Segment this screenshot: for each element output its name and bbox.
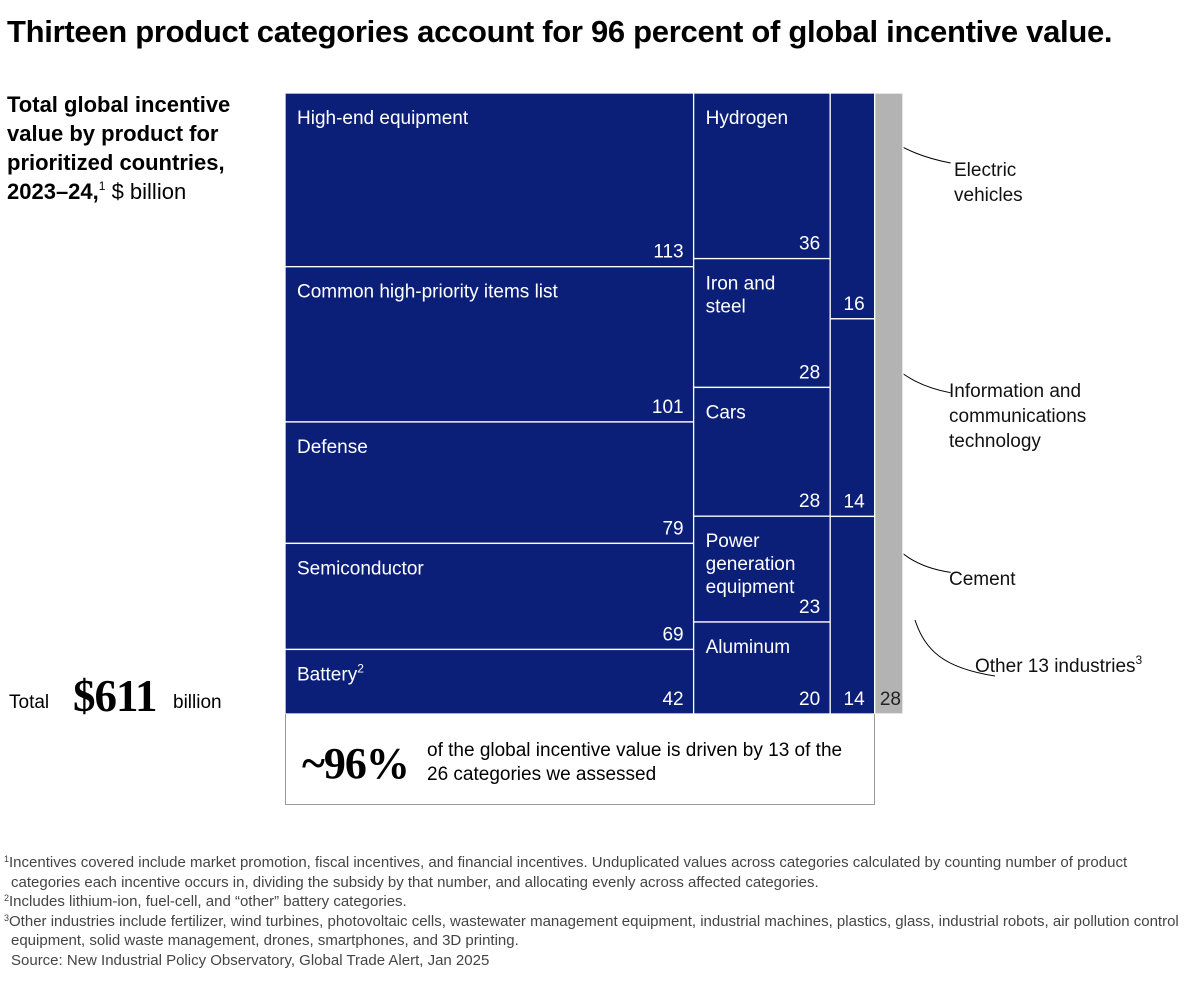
leader-line-other-13-industries — [914, 619, 996, 677]
treemap-cell-aluminum — [692, 621, 831, 715]
footnote-3: 3Other industries include fertilizer, wi… — [4, 912, 1194, 951]
value-label-defense: 79 — [662, 518, 683, 539]
treemap-cell-semiconductor — [284, 542, 695, 651]
treemap-cell-cars — [692, 386, 831, 517]
subtitle-text: Total global incentive value by product … — [7, 92, 231, 204]
value-label-iron-and-steel: 28 — [799, 362, 820, 383]
treemap-cell-defense — [284, 421, 695, 545]
value-label-electric-vehicles: 16 — [844, 294, 865, 315]
category-label-hydrogen: Hydrogen — [706, 108, 788, 129]
total-value: $611 — [73, 671, 158, 721]
footnote-mark: 3 — [4, 912, 10, 923]
treemap-cell-high-end-equipment — [284, 92, 695, 268]
category-label-common-high-priority-items-list: Common high-priority items list — [297, 282, 559, 303]
total-label: Total — [9, 692, 50, 713]
callout-percent: ~96% — [302, 739, 410, 788]
value-label-other-13-industries: 28 — [880, 689, 901, 710]
treemap-cell-iron-and-steel — [692, 257, 831, 389]
value-label-power-generation-equipment: 23 — [799, 597, 820, 618]
chart-title: Thirteen product categories account for … — [7, 14, 1113, 49]
value-label-information-and-communications-technology: 14 — [844, 491, 866, 512]
category-label-battery: Battery2 — [297, 661, 364, 685]
category-label-iron-and-steel: Iron and steel — [706, 274, 776, 318]
value-label-semiconductor: 69 — [662, 624, 683, 645]
callout-text: of the global incentive value is driven … — [427, 740, 843, 785]
footnotes: 1Incentives covered include market promo… — [4, 853, 1194, 970]
value-label-common-high-priority-items-list: 101 — [652, 397, 684, 418]
total-unit: billion — [173, 692, 222, 713]
value-label-hydrogen: 36 — [799, 234, 820, 255]
category-label-defense: Defense — [297, 437, 368, 458]
outside-label-other-13-industries: Other 13 industries3 — [975, 653, 1143, 677]
footnote-text: Other industries include fertilizer, win… — [9, 912, 1179, 950]
value-label-cars: 28 — [799, 491, 820, 512]
subtitle-footnote-mark: 1 — [98, 179, 106, 193]
value-label-battery: 42 — [662, 689, 683, 710]
value-label-aluminum: 20 — [799, 689, 820, 710]
category-label-semiconductor: Semiconductor — [297, 558, 424, 579]
footnote-1: 1Incentives covered include market promo… — [4, 853, 1194, 892]
outside-label-electric-vehicles: Electric vehicles — [954, 160, 1023, 206]
outside-label-cement: Cement — [949, 569, 1016, 590]
treemap-cell-other-13-industries — [874, 92, 904, 715]
category-label-high-end-equipment: High-end equipment — [297, 108, 469, 129]
footnote-mark: 2 — [4, 893, 10, 903]
callout-box — [285, 714, 875, 805]
treemap-cell-information-and-communications-technology — [829, 318, 876, 518]
footnote-mark: 1 — [4, 854, 10, 864]
treemap-cell-battery — [284, 648, 695, 715]
treemap-cell-cement — [829, 515, 876, 715]
treemap-cell-electric-vehicles — [829, 92, 876, 320]
category-label-aluminum: Aluminum — [706, 637, 790, 658]
value-label-high-end-equipment: 113 — [653, 242, 683, 263]
footnote-2: 2Includes lithium-ion, fuel-cell, and “o… — [4, 892, 1194, 912]
footnote-text: Includes lithium-ion, fuel-cell, and “ot… — [9, 893, 407, 910]
treemap-cell-common-high-priority-items-list — [284, 266, 695, 423]
treemap-cell-power-generation-equipment — [692, 515, 831, 623]
subtitle-unit: $ billion — [111, 179, 187, 204]
source-note: Source: New Industrial Policy Observator… — [11, 951, 490, 969]
outside-label-information-and-communications-technology: Information and communications technology — [949, 381, 1086, 452]
category-label-power-generation-equipment: Power generation equipment — [706, 531, 796, 598]
category-label-cars: Cars — [706, 402, 746, 423]
footnote-text: Incentives covered include market promot… — [9, 854, 1128, 891]
chart-subtitle: Total global incentive value by product … — [7, 90, 277, 206]
value-label-cement: 14 — [844, 689, 866, 710]
